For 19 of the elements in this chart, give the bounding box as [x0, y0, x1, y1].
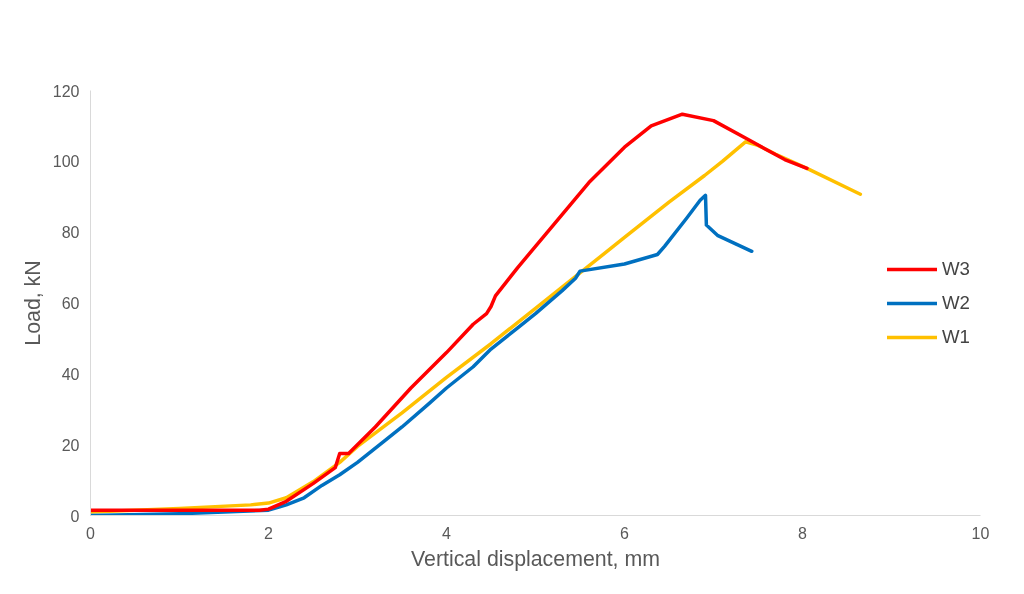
y-tick-label: 60	[61, 295, 80, 312]
y-tick-label: 40	[61, 365, 80, 383]
y-axis-title: Load, kN	[20, 260, 45, 346]
legend-label: W2	[942, 291, 970, 314]
x-tick-label: 4	[442, 524, 452, 542]
y-tick-label: 0	[70, 507, 80, 525]
legend-label: W3	[942, 257, 970, 280]
x-tick-label: 8	[798, 524, 808, 542]
y-tick-label: 80	[61, 224, 80, 242]
y-tick-label: 100	[52, 153, 80, 171]
x-tick-label: 0	[86, 524, 96, 542]
x-tick-label: 6	[620, 524, 630, 542]
x-tick-label: 2	[264, 524, 274, 542]
x-axis-title: Vertical displacement, mm	[411, 546, 660, 571]
y-tick-label: 20	[61, 436, 80, 454]
y-tick-label: 120	[52, 82, 80, 100]
line-series	[90, 193, 754, 516]
x-tick-label: 10	[971, 524, 990, 542]
legend-label: W1	[942, 325, 970, 348]
